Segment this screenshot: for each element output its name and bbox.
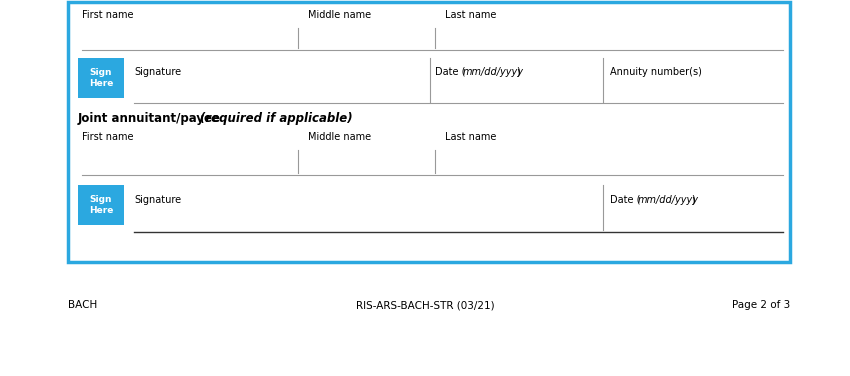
- Bar: [68, 2, 790, 262]
- Bar: [78, 185, 124, 225]
- Text: Date (: Date (: [610, 195, 641, 205]
- Text: Page 2 of 3: Page 2 of 3: [732, 300, 790, 310]
- Text: Middle name: Middle name: [308, 10, 371, 20]
- Text: ): ): [516, 67, 519, 77]
- Text: Sign
Here: Sign Here: [88, 68, 113, 88]
- Text: Middle name: Middle name: [308, 132, 371, 142]
- Text: (required if applicable): (required if applicable): [200, 112, 353, 125]
- Text: Sign
Here: Sign Here: [88, 195, 113, 215]
- Text: First name: First name: [82, 10, 133, 20]
- Text: First name: First name: [82, 132, 133, 142]
- Text: Annuity number(s): Annuity number(s): [610, 67, 702, 77]
- Text: Last name: Last name: [445, 132, 496, 142]
- Text: Signature: Signature: [134, 195, 181, 205]
- Text: RIS-ARS-BACH-STR (03/21): RIS-ARS-BACH-STR (03/21): [355, 300, 495, 310]
- Text: Joint annuitant/payee: Joint annuitant/payee: [78, 112, 225, 125]
- Text: BACH: BACH: [68, 300, 97, 310]
- Text: Signature: Signature: [134, 67, 181, 77]
- Text: mm/dd/yyyy: mm/dd/yyyy: [463, 67, 524, 77]
- Bar: [78, 58, 124, 98]
- Text: Date (: Date (: [435, 67, 466, 77]
- Text: mm/dd/yyyy: mm/dd/yyyy: [638, 195, 699, 205]
- Text: Last name: Last name: [445, 10, 496, 20]
- Text: ): ): [691, 195, 694, 205]
